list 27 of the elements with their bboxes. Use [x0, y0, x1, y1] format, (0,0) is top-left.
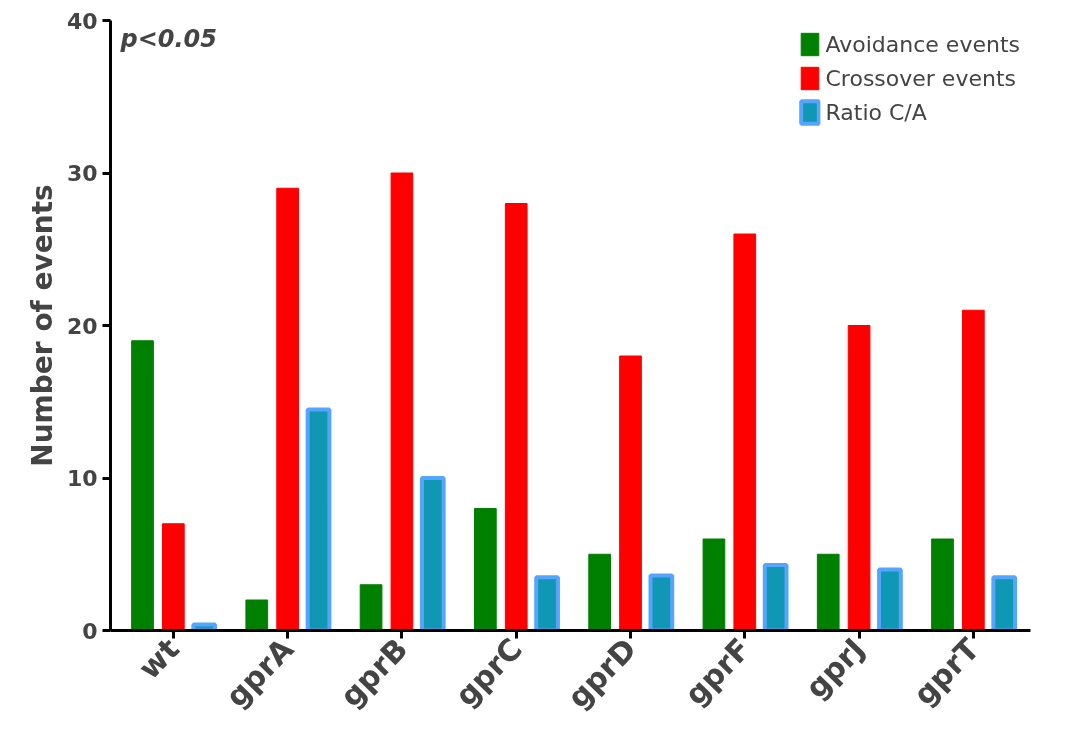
y-tick-label: 40: [66, 8, 98, 34]
legend-label: Ratio C/A: [825, 99, 927, 125]
bar: [390, 172, 414, 631]
x-tick-label: wt: [131, 631, 186, 686]
bar: [588, 553, 611, 631]
annotation: p<0.05: [119, 24, 218, 53]
bar: [847, 325, 871, 631]
legend-label: Crossover events: [825, 65, 1016, 91]
legend-label: Avoidance events: [825, 31, 1020, 57]
y-tick-label: 30: [66, 161, 98, 186]
bar: [131, 340, 154, 631]
bar: [245, 599, 269, 631]
bar: [276, 187, 299, 631]
bar: [702, 538, 726, 631]
y-tick-label: 10: [66, 466, 98, 491]
y-axis-title: Number of events: [25, 184, 59, 467]
bar: [931, 538, 954, 631]
bar: [962, 309, 985, 631]
bar: [504, 203, 528, 631]
bar: [359, 584, 383, 631]
bar: [162, 523, 185, 631]
y-tick-label: 20: [66, 313, 98, 339]
bar: [816, 553, 840, 631]
bar: [733, 233, 757, 631]
bar: [474, 508, 497, 631]
bar: [619, 355, 642, 631]
y-tick-label: 0: [82, 618, 98, 644]
